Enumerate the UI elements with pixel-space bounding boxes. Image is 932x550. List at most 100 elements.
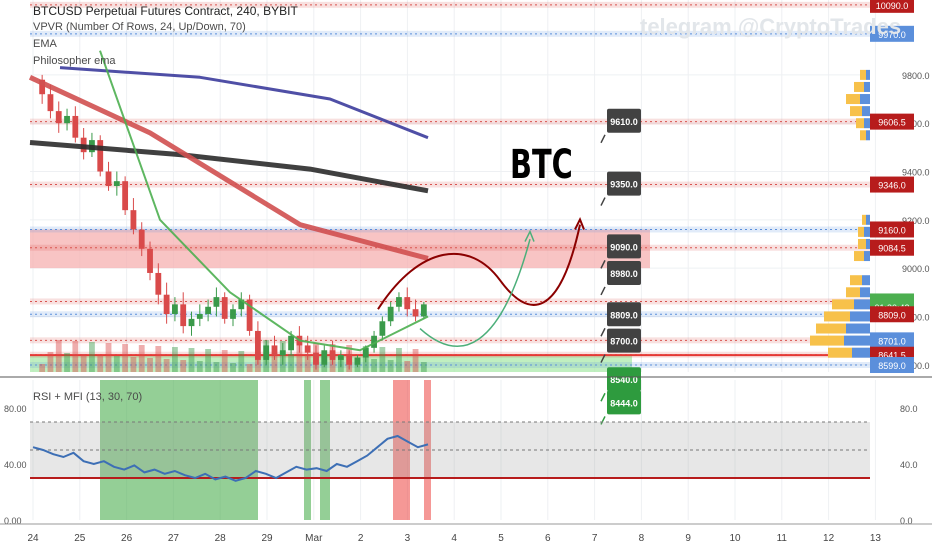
target-tag-box (607, 302, 641, 327)
candle-body (138, 229, 145, 249)
x-tick-label: 2 (358, 533, 364, 544)
target-tag-label: 8700.0 (610, 337, 638, 347)
profile-bar-up (862, 106, 870, 117)
profile-bar-down (854, 81, 864, 92)
volume-bar (89, 342, 95, 372)
volume-bar (155, 346, 162, 372)
profile-bar-down (862, 214, 866, 225)
volume-bar (396, 348, 402, 372)
target-tag-label: 8444.0 (610, 398, 638, 408)
candle-body (279, 350, 286, 356)
target-tag-box (607, 108, 641, 133)
volume-bar (55, 340, 62, 372)
bullish-projection-curve (377, 224, 581, 310)
candle-body (246, 299, 253, 331)
candle-body (180, 304, 187, 327)
price-label-box (870, 221, 914, 238)
price-levels (30, 1, 870, 368)
profile-bar-up (852, 347, 870, 358)
candle-body (113, 181, 120, 186)
price-label-text: 9606.5 (878, 118, 906, 128)
candle-body (271, 345, 278, 356)
volume-bar (163, 359, 170, 372)
volume-bar (172, 347, 178, 372)
profile-bar-up (854, 299, 870, 310)
candle-body (238, 299, 245, 310)
candle-body (371, 335, 377, 348)
volume-bar (304, 355, 311, 372)
volume-bar (321, 356, 328, 372)
profile-bar-up (866, 130, 870, 141)
tag-pointer (600, 260, 606, 269)
volume-bar (263, 340, 270, 372)
bullish-arrowhead (574, 217, 585, 230)
tag-pointer (600, 392, 606, 402)
target-tag-box (607, 234, 641, 259)
profile-bar-down (832, 299, 854, 310)
candle-body (321, 350, 328, 365)
volume-bar (246, 364, 253, 372)
volume-bar (230, 363, 236, 372)
profile-bar-up (864, 118, 870, 129)
x-tick-label: 26 (121, 533, 133, 544)
price-label-text: 8641.5 (878, 351, 906, 361)
candle-body (205, 306, 212, 315)
y-tick-label: 9800.0 (902, 71, 930, 81)
volume-bar (288, 354, 294, 372)
x-tick-label: 5 (498, 533, 504, 544)
profile-bar-down (828, 347, 852, 358)
target-tag-label: 9350.0 (610, 180, 638, 190)
candle-body (354, 357, 361, 365)
volume-bar (387, 360, 394, 372)
candle-body (404, 297, 411, 310)
target-tag-box (607, 171, 641, 196)
price-label-box (870, 306, 914, 323)
watermark: telegram @CryptoTrades (640, 14, 902, 39)
ema_green-line (99, 50, 429, 352)
x-tick-label: 3 (405, 533, 411, 544)
y-tick-label: 8800.0 (902, 312, 930, 322)
volume-bar (279, 341, 286, 372)
alternative-arrowhead (524, 229, 535, 242)
candle-body (346, 355, 353, 365)
x-tick-label: 8 (639, 533, 645, 544)
volume-bar (420, 362, 427, 372)
rsi-y-tick-right: 0.0 (900, 516, 913, 526)
x-tick-label: 25 (74, 533, 86, 544)
price-label-text: 9084.5 (878, 244, 906, 254)
volume-bar (196, 361, 203, 372)
profile-bar-down (856, 118, 864, 129)
volume-bar (354, 358, 361, 372)
x-tick-label: 6 (545, 533, 551, 544)
volume-bar (72, 341, 79, 372)
rsi-y-tick-right: 80.0 (900, 404, 918, 414)
support-zone (30, 355, 632, 372)
candle-body (172, 304, 178, 315)
profile-bar-down (850, 106, 862, 117)
candle-body (362, 347, 369, 358)
profile-bar-up (844, 335, 870, 346)
volume-bar (47, 352, 54, 372)
profile-bar-down (860, 69, 866, 80)
tag-pointer (600, 354, 606, 363)
price-label-text: 10090.0 (876, 1, 909, 11)
chart-title: BTCUSD Perpetual Futures Contract, 240, … (33, 4, 298, 18)
candle-body (147, 248, 153, 273)
price-label-text: 8809.0 (878, 310, 906, 320)
candle-body (230, 309, 236, 319)
target-tag-label: 9090.0 (610, 242, 638, 252)
volume-bar (313, 343, 319, 372)
candle-body (155, 272, 162, 295)
volume-bar (97, 355, 104, 372)
candle-body (304, 345, 311, 353)
rsi-y-tick-right: 40.0 (900, 460, 918, 470)
profile-bar-up (866, 69, 870, 80)
price-label-box (870, 356, 914, 373)
candle-body (213, 297, 220, 307)
rsi-y-tick: 80.00 (4, 404, 27, 414)
profile-bar-up (866, 238, 870, 249)
y-tick-label: 9600.0 (902, 119, 930, 129)
target-tag-label: 8809.0 (610, 310, 638, 320)
profile-bar-up (850, 311, 870, 322)
volume-bar (404, 361, 411, 372)
